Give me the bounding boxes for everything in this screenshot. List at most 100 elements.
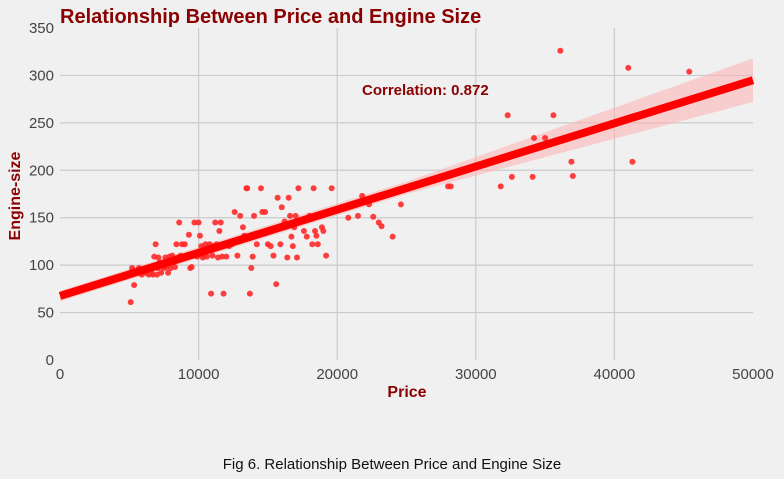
scatter-point-46 <box>196 232 203 239</box>
scatter-point-107 <box>313 232 320 239</box>
scatter-point-113 <box>328 185 335 192</box>
scatter-point-18 <box>158 269 165 276</box>
scatter-point-89 <box>278 204 285 211</box>
scatter-point-118 <box>370 213 377 220</box>
correlation-annotation: Correlation: 0.872 <box>362 82 489 99</box>
scatter-point-112 <box>323 252 330 259</box>
scatter-point-128 <box>529 173 536 180</box>
scatter-point-111 <box>320 227 327 234</box>
scatter-point-70 <box>237 212 244 219</box>
y-tick-label-1: 50 <box>37 305 54 322</box>
scatter-point-42 <box>191 219 198 226</box>
scatter-point-38 <box>185 231 192 238</box>
x-tick-label-3: 30000 <box>455 366 497 383</box>
scatter-point-75 <box>246 290 253 297</box>
regression-line <box>58 76 755 300</box>
scatter-point-101 <box>300 227 307 234</box>
scatter-point-120 <box>378 223 385 230</box>
scatter-chart: 0 10000 20000 30000 40000 50000 0 50 100 150 200 2… <box>7 6 774 401</box>
scatter-point-85 <box>270 252 277 259</box>
scatter-point-114 <box>345 214 352 221</box>
scatter-point-16 <box>155 254 162 261</box>
x-axis-ticks: 0 10000 20000 30000 40000 50000 <box>56 366 774 383</box>
scatter-point-97 <box>292 212 299 219</box>
scatter-point-54 <box>208 290 215 297</box>
scatter-point-92 <box>285 194 292 201</box>
x-tick-label-5: 50000 <box>732 366 774 383</box>
scatter-point-127 <box>508 173 515 180</box>
scatter-point-11 <box>149 271 156 278</box>
scatter-point-137 <box>686 68 693 75</box>
scatter-point-95 <box>289 243 296 250</box>
scatter-point-104 <box>309 241 316 248</box>
scatter-point-105 <box>310 185 317 192</box>
scatter-point-106 <box>312 227 319 234</box>
scatter-point-61 <box>217 219 224 226</box>
scatter-point-51 <box>203 253 210 260</box>
x-tick-label-2: 20000 <box>316 366 358 383</box>
scatter-point-84 <box>267 243 274 250</box>
scatter-point-124 <box>447 183 454 190</box>
scatter-point-28 <box>172 264 179 271</box>
scatter-point-74 <box>244 185 251 192</box>
x-tick-label-4: 40000 <box>594 366 636 383</box>
scatter-point-87 <box>274 194 281 201</box>
figure-caption: Fig 6. Relationship Between Price and En… <box>222 456 562 473</box>
scatter-point-99 <box>295 185 302 192</box>
scatter-point-69 <box>234 252 241 259</box>
scatter-point-78 <box>251 212 258 219</box>
scatter-point-115 <box>354 212 361 219</box>
scatter-point-35 <box>181 241 188 248</box>
x-axis-label: Price <box>387 384 426 401</box>
scatter-point-86 <box>273 281 280 288</box>
scatter-point-108 <box>314 241 321 248</box>
y-tick-label-7: 350 <box>29 20 54 37</box>
scatter-point-13 <box>152 241 159 248</box>
scatter-point-131 <box>550 112 557 119</box>
scatter-point-65 <box>223 253 230 260</box>
grid-lines <box>60 28 753 360</box>
regression-line-layer <box>58 76 755 300</box>
scatter-point-40 <box>188 264 195 271</box>
y-tick-label-6: 300 <box>29 67 54 84</box>
scatter-point-60 <box>216 227 223 234</box>
scatter-point-102 <box>303 233 310 240</box>
scatter-point-125 <box>497 183 504 190</box>
scatter-point-88 <box>277 241 284 248</box>
scatter-points <box>127 47 693 306</box>
scatter-point-136 <box>629 158 636 165</box>
scatter-point-57 <box>212 219 219 226</box>
scatter-point-94 <box>288 233 295 240</box>
scatter-point-79 <box>253 241 260 248</box>
scatter-point-126 <box>504 112 511 119</box>
scatter-point-68 <box>231 209 238 216</box>
scatter-point-130 <box>542 135 549 142</box>
scatter-point-82 <box>262 209 269 216</box>
scatter-point-0 <box>127 299 134 306</box>
scatter-point-23 <box>165 269 172 276</box>
scatter-point-121 <box>389 233 396 240</box>
y-tick-label-0: 0 <box>46 352 54 369</box>
y-axis-ticks: 0 50 100 150 200 250 300 350 <box>29 20 54 369</box>
scatter-point-29 <box>173 241 180 248</box>
scatter-point-122 <box>397 201 404 208</box>
y-axis-label: Engine-size <box>7 151 24 240</box>
scatter-point-132 <box>557 47 564 54</box>
scatter-point-62 <box>219 253 226 260</box>
y-tick-label-5: 250 <box>29 115 54 132</box>
scatter-point-135 <box>625 64 632 71</box>
y-tick-label-4: 200 <box>29 162 54 179</box>
scatter-point-134 <box>569 172 576 179</box>
scatter-point-63 <box>220 290 227 297</box>
scatter-point-129 <box>531 135 538 142</box>
x-tick-label-1: 10000 <box>178 366 220 383</box>
scatter-point-31 <box>176 219 183 226</box>
scatter-point-133 <box>568 158 575 165</box>
scatter-point-71 <box>239 224 246 231</box>
scatter-point-91 <box>284 254 291 261</box>
scatter-point-76 <box>248 264 255 271</box>
y-tick-label-3: 150 <box>29 210 54 227</box>
scatter-point-98 <box>294 254 301 261</box>
x-tick-label-0: 0 <box>56 366 64 383</box>
scatter-point-55 <box>209 252 216 259</box>
